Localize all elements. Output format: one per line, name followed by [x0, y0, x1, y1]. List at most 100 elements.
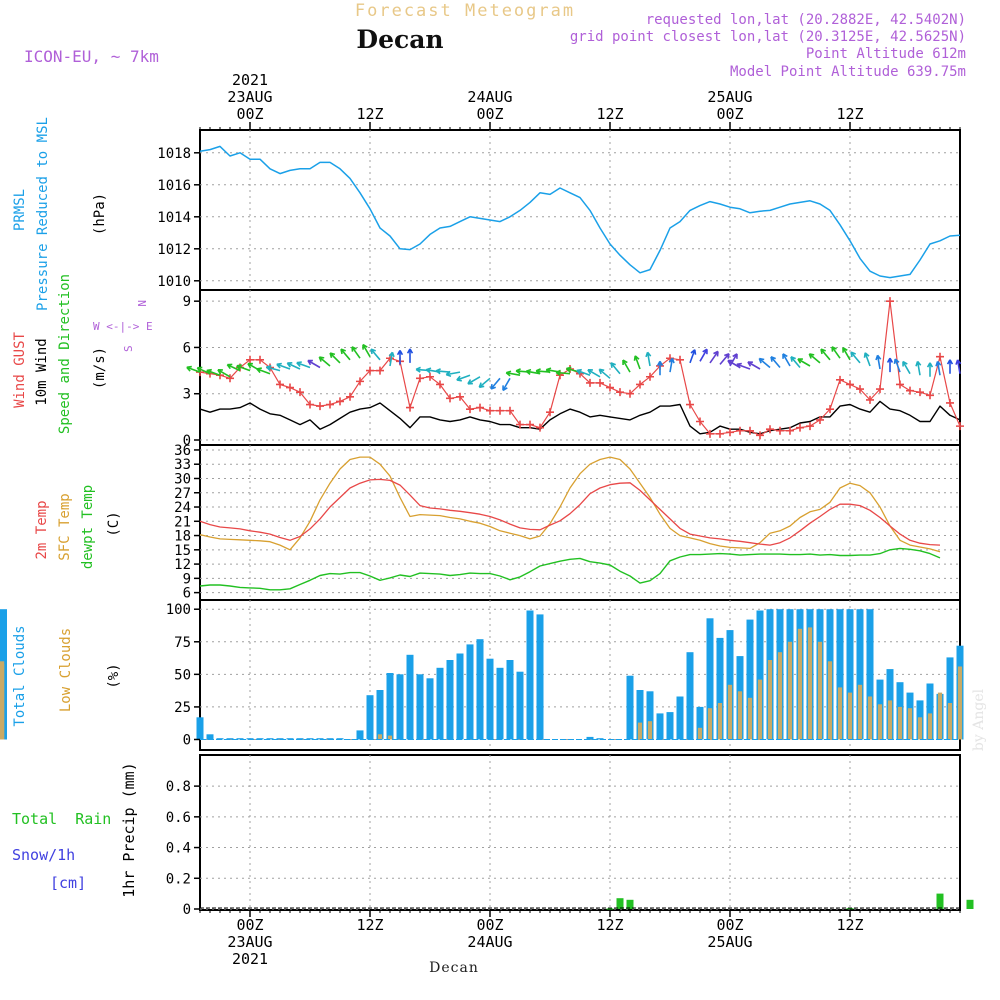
wind-direction-arrow: [831, 346, 841, 359]
requested-coords: requested lon,lat (20.2882E, 42.5402N): [646, 12, 966, 28]
gridpoint-coords: grid point closest lon,lat (20.3125E, 42…: [570, 29, 966, 45]
low-cloud-bar: [857, 684, 863, 740]
total-cloud-bar: [206, 734, 214, 740]
low-cloud-bar: [707, 708, 713, 740]
wind-gust-marker: [486, 406, 494, 415]
wind-direction-arrow: [782, 353, 791, 367]
total-cloud-bar: [636, 690, 644, 740]
wind-gust-marker: [876, 385, 884, 394]
temp-ytick-label: 36: [174, 443, 191, 459]
clouds-ytick-label: 0: [183, 732, 191, 748]
precip-bar: [626, 899, 634, 909]
low-cloud-bar: [957, 666, 963, 740]
wind-direction-arrow: [406, 348, 414, 363]
wind-direction-arrow: [699, 348, 708, 362]
precip-ytick-label: 0.8: [166, 779, 191, 795]
wind-direction-arrow: [502, 377, 511, 392]
wind-gust-marker: [366, 366, 374, 375]
wind-label-10m: 10m Wind: [34, 338, 50, 405]
model-label: ICON-EU, ~ 7km: [24, 47, 159, 66]
low-cloud-bar: [867, 696, 873, 740]
wind-direction-arrow: [850, 351, 861, 364]
wind-gust-marker: [696, 417, 704, 426]
wind-direction-arrow: [758, 357, 771, 369]
wind-direction-arrow: [445, 370, 461, 377]
top-time-label: 00Z: [716, 105, 743, 123]
temp-ytick-label: 33: [174, 457, 191, 473]
precip-ytick-label: 0.6: [166, 810, 191, 826]
precip-bar: [606, 908, 614, 910]
wind-direction-arrow: [842, 347, 851, 361]
temp-ytick-label: 9: [183, 571, 191, 587]
top-time-label: 12Z: [596, 105, 623, 123]
total-cloud-bar: [516, 671, 524, 740]
low-cloud-bar: [927, 713, 933, 740]
total-cloud-bar: [316, 738, 324, 740]
bottom-time-label: 00Z: [716, 916, 743, 934]
wind-direction-arrow: [276, 362, 291, 370]
bottom-time-label: 12Z: [596, 916, 623, 934]
wind-gust-marker: [806, 422, 814, 431]
wind-direction-arrow: [370, 348, 381, 361]
total-cloud-bar: [416, 674, 424, 740]
wind-gust-marker: [886, 297, 894, 306]
total-cloud-bar: [396, 674, 404, 740]
low-cloud-bar: [907, 708, 913, 740]
total-cloud-bar: [696, 706, 704, 740]
wind-direction-arrow: [797, 358, 811, 367]
total-cloud-bar: [216, 738, 224, 740]
compass-south: S: [122, 345, 135, 352]
low-cloud-bar: [947, 703, 953, 740]
wind-gust-marker: [496, 406, 504, 415]
total-cloud-bar: [626, 675, 634, 740]
wind-direction-arrow: [709, 350, 719, 364]
wind-direction-arrow: [265, 365, 281, 372]
wind-gust-marker: [736, 426, 744, 435]
point-altitude: Point Altitude 612m: [806, 46, 966, 62]
wind-gust-marker: [606, 383, 614, 392]
temp-label-dewpt: dewpt Temp: [80, 485, 96, 569]
header: Forecast Meteogram Decan ICON-EU, ~ 7km …: [24, 1, 966, 80]
wind-direction-arrow: [587, 369, 601, 378]
total-cloud-bar: [356, 730, 364, 740]
wind-gust-marker: [586, 378, 594, 387]
total-cloud-bar: [276, 738, 284, 740]
wind-ytick-label: 0: [183, 433, 191, 449]
location-title: Decan: [356, 25, 443, 54]
wind-gust-marker: [676, 355, 684, 364]
watermark: by Angel: [971, 688, 987, 751]
precip-label-rain: Total Rain: [12, 810, 111, 828]
total-cloud-bar: [536, 614, 544, 740]
pressure-ytick-label: 1014: [157, 210, 191, 226]
wind-gust-marker: [296, 388, 304, 397]
total-cloud-bar: [256, 738, 264, 740]
low-cloud-bar: [377, 734, 383, 740]
temp-ytick-label: 15: [174, 543, 191, 559]
wind-direction-arrow: [689, 349, 697, 364]
wind-gust-marker: [316, 402, 324, 411]
wind-direction-arrow: [935, 360, 942, 376]
compass-west-east: W <-|-> E: [93, 320, 153, 333]
product-title: Forecast Meteogram: [355, 1, 575, 21]
low-cloud-bar: [777, 652, 783, 740]
total-cloud-bar: [436, 667, 444, 740]
low-cloud-bar: [807, 627, 813, 740]
clouds-ytick-label: 75: [174, 635, 191, 651]
low-cloud-bar: [787, 641, 793, 740]
wind-direction-arrow: [555, 369, 571, 376]
wind-direction-arrow: [736, 362, 751, 370]
pressure-label-prmsl: PRMSL: [12, 189, 28, 231]
total-cloud-bar: [296, 738, 304, 740]
wind-direction-arrow: [875, 354, 882, 370]
total-cloud-bar: [526, 610, 534, 740]
clouds-ytick-label: 50: [174, 667, 191, 683]
wind-gust-marker: [406, 403, 414, 412]
total-cloud-bar: [236, 738, 244, 740]
wind-gust-marker: [956, 422, 964, 431]
wind-direction-arrow: [226, 363, 241, 372]
wind-direction-arrow: [863, 352, 871, 367]
clouds-label-total: Total Clouds: [12, 625, 28, 726]
wind-gust-marker: [796, 423, 804, 432]
pressure-label-reduced: Pressure Reduced to MSL: [35, 117, 51, 311]
bottom-time-label: 12Z: [356, 916, 383, 934]
